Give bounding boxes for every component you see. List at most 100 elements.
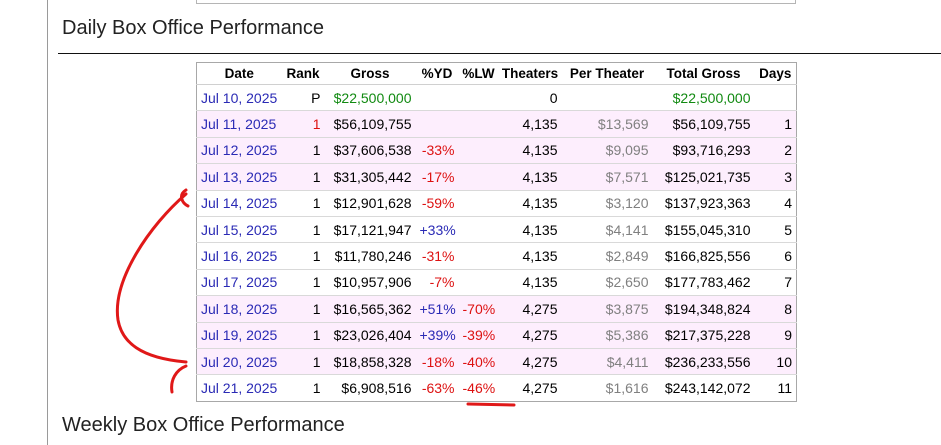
previous-table-bottom — [196, 0, 796, 4]
per-theater-cell: $13,569 — [561, 110, 653, 138]
days-cell: 5 — [754, 215, 797, 243]
gross-cell: $31,305,442 — [324, 163, 416, 191]
table-row: Jul 12, 2025 1 $37,606,538 -33% 4,135 $9,095 $… — [196, 136, 797, 164]
total-gross-cell: $236,233,556 — [652, 347, 755, 375]
per-theater-cell: $3,875 — [561, 295, 653, 323]
annotation-hook — [170, 364, 188, 394]
header-yd[interactable]: %YD — [415, 62, 459, 85]
date-link[interactable]: Jul 19, 2025 — [196, 321, 282, 349]
section-divider — [58, 53, 941, 54]
header-date[interactable]: Date — [196, 62, 282, 85]
total-gross-cell: $137,923,363 — [652, 189, 755, 217]
header-lw[interactable]: %LW — [458, 62, 499, 85]
per-theater-cell: $5,386 — [561, 321, 653, 349]
lw-change-cell: -46% — [458, 374, 499, 402]
theaters-cell: 4,275 — [498, 374, 562, 402]
yd-change-cell: -59% — [415, 189, 459, 217]
gross-cell: $6,908,516 — [324, 374, 416, 402]
days-cell: 10 — [754, 347, 797, 375]
theaters-cell: 4,135 — [498, 242, 562, 270]
total-gross-cell: $22,500,000 — [652, 83, 755, 111]
date-link[interactable]: Jul 20, 2025 — [196, 347, 282, 375]
gross-cell: $56,109,755 — [324, 110, 416, 138]
gross-cell: $22,500,000 — [324, 83, 416, 111]
header-per-theater[interactable]: Per Theater — [561, 62, 653, 85]
lw-change-cell: -70% — [458, 295, 499, 323]
yd-change-cell: -33% — [415, 136, 459, 164]
per-theater-cell: $1,616 — [561, 374, 653, 402]
rank-cell: 1 — [281, 374, 325, 402]
days-cell: 8 — [754, 295, 797, 323]
days-cell: 9 — [754, 321, 797, 349]
total-gross-cell: $155,045,310 — [652, 215, 755, 243]
theaters-cell: 4,135 — [498, 163, 562, 191]
theaters-cell: 4,275 — [498, 347, 562, 375]
total-gross-cell: $56,109,755 — [652, 110, 755, 138]
days-cell: 3 — [754, 163, 797, 191]
per-theater-cell: $9,095 — [561, 136, 653, 164]
days-cell: 11 — [754, 374, 797, 402]
lw-change-cell — [458, 163, 499, 191]
total-gross-cell: $243,142,072 — [652, 374, 755, 402]
date-link[interactable]: Jul 13, 2025 — [196, 163, 282, 191]
date-link[interactable]: Jul 11, 2025 — [196, 110, 282, 138]
header-gross[interactable]: Gross — [324, 62, 416, 85]
theaters-cell: 4,135 — [498, 189, 562, 217]
days-cell: 4 — [754, 189, 797, 217]
lw-change-cell — [458, 189, 499, 217]
rank-cell: P — [281, 83, 325, 111]
header-theaters[interactable]: Theaters — [498, 62, 562, 85]
days-cell: 7 — [754, 268, 797, 296]
table-row: Jul 14, 2025 1 $12,901,628 -59% 4,135 $3,120 $… — [196, 189, 797, 217]
lw-change-cell — [458, 83, 499, 111]
yd-change-cell: +33% — [415, 215, 459, 243]
rank-cell: 1 — [281, 347, 325, 375]
page-left-edge — [47, 0, 48, 445]
yd-change-cell: -7% — [415, 268, 459, 296]
rank-cell: 1 — [281, 163, 325, 191]
date-link[interactable]: Jul 18, 2025 — [196, 295, 282, 323]
gross-cell: $23,026,404 — [324, 321, 416, 349]
yd-change-cell: -31% — [415, 242, 459, 270]
gross-cell: $17,121,947 — [324, 215, 416, 243]
header-days[interactable]: Days — [754, 62, 797, 85]
days-cell: 2 — [754, 136, 797, 164]
yd-change-cell — [415, 110, 459, 138]
table-row: Jul 13, 2025 1 $31,305,442 -17% 4,135 $7,571 $… — [196, 163, 797, 191]
theaters-cell: 4,135 — [498, 110, 562, 138]
rank-cell: 1 — [281, 189, 325, 217]
yd-change-cell: -63% — [415, 374, 459, 402]
date-link[interactable]: Jul 17, 2025 — [196, 268, 282, 296]
theaters-cell: 4,135 — [498, 136, 562, 164]
table-row: Jul 19, 2025 1 $23,026,404 +39% -39% 4,275 $5,… — [196, 321, 797, 349]
per-theater-cell: $4,411 — [561, 347, 653, 375]
per-theater-cell: $2,650 — [561, 268, 653, 296]
table-row: Jul 11, 2025 1 $56,109,755 4,135 $13,569 $56,… — [196, 110, 797, 138]
rank-cell: 1 — [281, 242, 325, 270]
total-gross-cell: $177,783,462 — [652, 268, 755, 296]
date-link[interactable]: Jul 16, 2025 — [196, 242, 282, 270]
date-link[interactable]: Jul 21, 2025 — [196, 374, 282, 402]
table-row: Jul 21, 2025 1 $6,908,516 -63% -46% 4,275 $1,6… — [196, 374, 797, 402]
gross-cell: $10,957,906 — [324, 268, 416, 296]
rank-cell: 1 — [281, 110, 325, 138]
gross-cell: $18,858,328 — [324, 347, 416, 375]
table-row: Jul 17, 2025 1 $10,957,906 -7% 4,135 $2,650 $1… — [196, 268, 797, 296]
date-link[interactable]: Jul 14, 2025 — [196, 189, 282, 217]
header-rank[interactable]: Rank — [281, 62, 325, 85]
lw-change-cell — [458, 242, 499, 270]
yd-change-cell: -18% — [415, 347, 459, 375]
total-gross-cell: $125,021,735 — [652, 163, 755, 191]
per-theater-cell: $3,120 — [561, 189, 653, 217]
yd-change-cell: +39% — [415, 321, 459, 349]
date-link[interactable]: Jul 12, 2025 — [196, 136, 282, 164]
theaters-cell: 4,275 — [498, 295, 562, 323]
gross-cell: $37,606,538 — [324, 136, 416, 164]
rank-cell: 1 — [281, 295, 325, 323]
header-total-gross[interactable]: Total Gross — [652, 62, 755, 85]
date-link[interactable]: Jul 10, 2025 — [196, 83, 282, 111]
date-link[interactable]: Jul 15, 2025 — [196, 215, 282, 243]
total-gross-cell: $194,348,824 — [652, 295, 755, 323]
lw-change-cell — [458, 215, 499, 243]
theaters-cell: 0 — [498, 83, 562, 111]
